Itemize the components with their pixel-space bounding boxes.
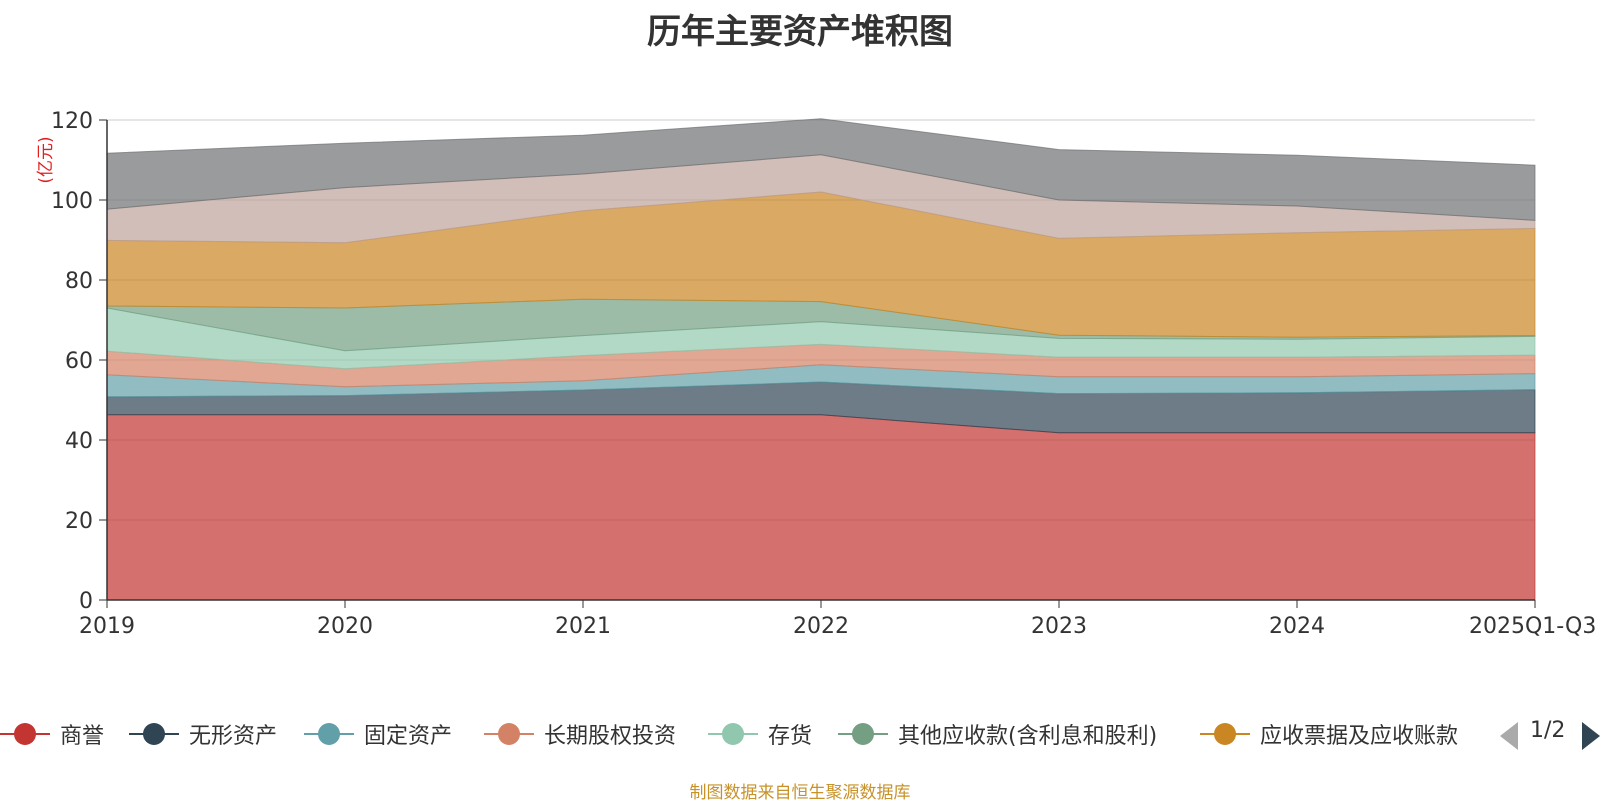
y-tick-label: 0 bbox=[79, 589, 93, 614]
x-tick-label: 2025Q1-Q3 bbox=[1469, 614, 1596, 639]
y-tick-label: 120 bbox=[51, 109, 93, 134]
legend-marker-icon bbox=[304, 716, 354, 752]
x-tick-label: 2021 bbox=[555, 614, 611, 639]
legend-label: 商誉 bbox=[60, 724, 105, 749]
source-note: 制图数据来自恒生聚源数据库 bbox=[689, 783, 911, 803]
legend-label: 其他应收款(含利息和股利) bbox=[898, 724, 1158, 749]
legend-item-goodwill[interactable]: 商誉 bbox=[0, 716, 104, 752]
chart-area: 0 20 40 60 80 100 120 2019 2020 2021 2022 2023 2024 2… bbox=[36, 109, 1596, 639]
legend-marker-icon bbox=[1200, 716, 1250, 752]
x-tick-label: 2019 bbox=[79, 614, 135, 639]
legend-item-intangible-assets[interactable]: 无形资产 bbox=[129, 716, 277, 752]
legend-label: 存货 bbox=[768, 724, 813, 749]
legend-marker-icon bbox=[838, 716, 888, 752]
legend-marker-icon bbox=[708, 716, 758, 752]
y-axis-unit-label: (亿元) bbox=[36, 136, 56, 183]
legend-item-inventory[interactable]: 存货 bbox=[708, 716, 812, 752]
legend-label: 固定资产 bbox=[364, 724, 453, 749]
legend-label: 长期股权投资 bbox=[544, 724, 677, 749]
y-tick-label: 20 bbox=[65, 509, 93, 534]
area-series-商誉[interactable] bbox=[106, 414, 1536, 601]
x-tick-label: 2022 bbox=[793, 614, 849, 639]
stacked-areas bbox=[106, 118, 1536, 601]
y-tick-label: 100 bbox=[51, 189, 93, 214]
x-tick-label: 2024 bbox=[1269, 614, 1325, 639]
y-tick-label: 80 bbox=[65, 269, 93, 294]
legend-next-page-icon[interactable] bbox=[1582, 722, 1600, 750]
x-tick-label: 2020 bbox=[317, 614, 373, 639]
legend-item-other-receivables[interactable]: 其他应收款(含利息和股利) bbox=[838, 716, 1157, 752]
axes: 0 20 40 60 80 100 120 2019 2020 2021 2022 2023 2024 2… bbox=[51, 109, 1596, 639]
legend-item-fixed-assets[interactable]: 固定资产 bbox=[304, 716, 452, 752]
legend-label: 无形资产 bbox=[189, 724, 278, 749]
legend-item-long-term-equity[interactable]: 长期股权投资 bbox=[484, 716, 676, 752]
legend-marker-icon bbox=[0, 716, 50, 752]
chart-title: 历年主要资产堆积图 bbox=[647, 12, 953, 52]
legend-page-indicator: 1/2 bbox=[1530, 718, 1566, 743]
y-tick-label: 40 bbox=[65, 429, 93, 454]
legend: 商誉 无形资产 固定资产 长期股权投资 存货 其他应收款(含利息和股利) 应 bbox=[0, 716, 1600, 752]
area-series-其他[interactable] bbox=[106, 118, 1536, 221]
y-tick-label: 60 bbox=[65, 349, 93, 374]
legend-marker-icon bbox=[129, 716, 179, 752]
legend-marker-icon bbox=[484, 716, 534, 752]
x-tick-label: 2023 bbox=[1031, 614, 1087, 639]
legend-label: 应收票据及应收账款 bbox=[1260, 724, 1459, 749]
legend-prev-page-icon[interactable] bbox=[1500, 722, 1518, 750]
legend-item-notes-and-accounts-receivable[interactable]: 应收票据及应收账款 bbox=[1200, 716, 1458, 752]
